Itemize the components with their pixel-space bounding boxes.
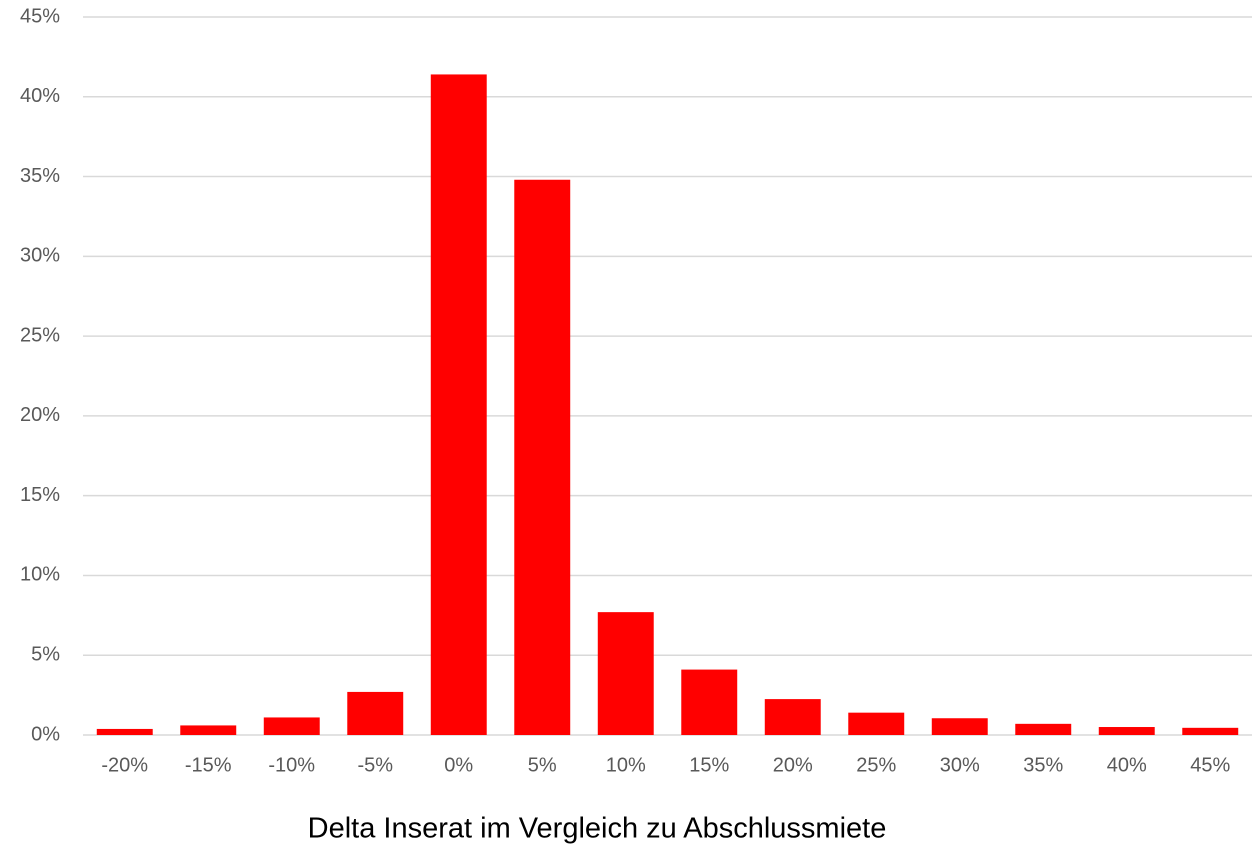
y-tick-label: 35%: [20, 165, 60, 187]
bar: [1098, 727, 1155, 735]
bar: [96, 728, 153, 735]
bar: [681, 669, 738, 735]
bar: [931, 718, 988, 735]
bar: [180, 725, 237, 735]
y-tick-label: 45%: [20, 5, 60, 27]
bar: [764, 699, 821, 735]
y-tick-label: 10%: [20, 564, 60, 586]
y-tick-label: 40%: [20, 85, 60, 107]
x-tick-label: 45%: [1190, 754, 1230, 776]
x-tick-label: 40%: [1107, 754, 1147, 776]
bar: [347, 691, 404, 735]
y-tick-label: 0%: [31, 723, 60, 745]
x-axis-title: Delta Inserat im Vergleich zu Abschlussm…: [308, 813, 887, 845]
y-tick-label: 25%: [20, 324, 60, 346]
bar: [597, 612, 654, 735]
y-tick-label: 20%: [20, 404, 60, 426]
x-tick-label: 0%: [444, 754, 473, 776]
y-tick-label: 15%: [20, 484, 60, 506]
x-tick-label: 30%: [940, 754, 980, 776]
x-tick-label: 10%: [606, 754, 646, 776]
x-tick-label: -20%: [101, 754, 148, 776]
y-tick-label: 30%: [20, 245, 60, 267]
x-tick-label: 35%: [1023, 754, 1063, 776]
x-tick-label: 5%: [528, 754, 557, 776]
x-tick-label: -5%: [357, 754, 393, 776]
bar: [1015, 723, 1072, 735]
bar: [263, 717, 320, 735]
bar: [514, 179, 571, 735]
x-tick-label: -15%: [185, 754, 232, 776]
x-tick-label: -10%: [268, 754, 315, 776]
bar: [848, 712, 905, 735]
x-tick-label: 15%: [689, 754, 729, 776]
bar: [1182, 727, 1239, 735]
y-tick-label: 5%: [31, 644, 60, 666]
x-tick-label: 25%: [856, 754, 896, 776]
x-tick-label: 20%: [773, 754, 813, 776]
bar: [430, 74, 487, 735]
